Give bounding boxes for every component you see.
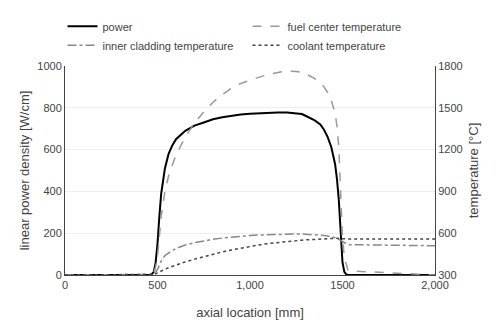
svg-text:900: 900 [438, 185, 456, 197]
svg-text:200: 200 [43, 227, 61, 239]
svg-text:2,000: 2,000 [421, 279, 449, 291]
svg-text:inner cladding temperature: inner cladding temperature [103, 40, 234, 52]
svg-text:300: 300 [438, 269, 456, 281]
svg-text:1500: 1500 [330, 279, 354, 291]
svg-text:axial location [mm]: axial location [mm] [196, 305, 304, 320]
svg-text:power: power [103, 21, 133, 33]
svg-text:temperature [°C]: temperature [°C] [466, 123, 481, 219]
svg-text:500: 500 [148, 279, 166, 291]
svg-text:fuel center temperature: fuel center temperature [288, 21, 402, 33]
svg-text:1500: 1500 [438, 102, 462, 114]
svg-text:linear power density [W/cm]: linear power density [W/cm] [17, 91, 32, 251]
svg-text:1,000: 1,000 [236, 279, 264, 291]
svg-text:coolant temperature: coolant temperature [288, 40, 386, 52]
svg-text:600: 600 [438, 227, 456, 239]
svg-text:600: 600 [43, 143, 61, 155]
svg-text:1000: 1000 [37, 60, 61, 72]
svg-text:1200: 1200 [438, 143, 462, 155]
svg-text:0: 0 [62, 279, 68, 291]
svg-text:1800: 1800 [438, 60, 462, 72]
svg-text:400: 400 [43, 185, 61, 197]
svg-text:800: 800 [43, 102, 61, 114]
svg-text:0: 0 [56, 269, 62, 281]
